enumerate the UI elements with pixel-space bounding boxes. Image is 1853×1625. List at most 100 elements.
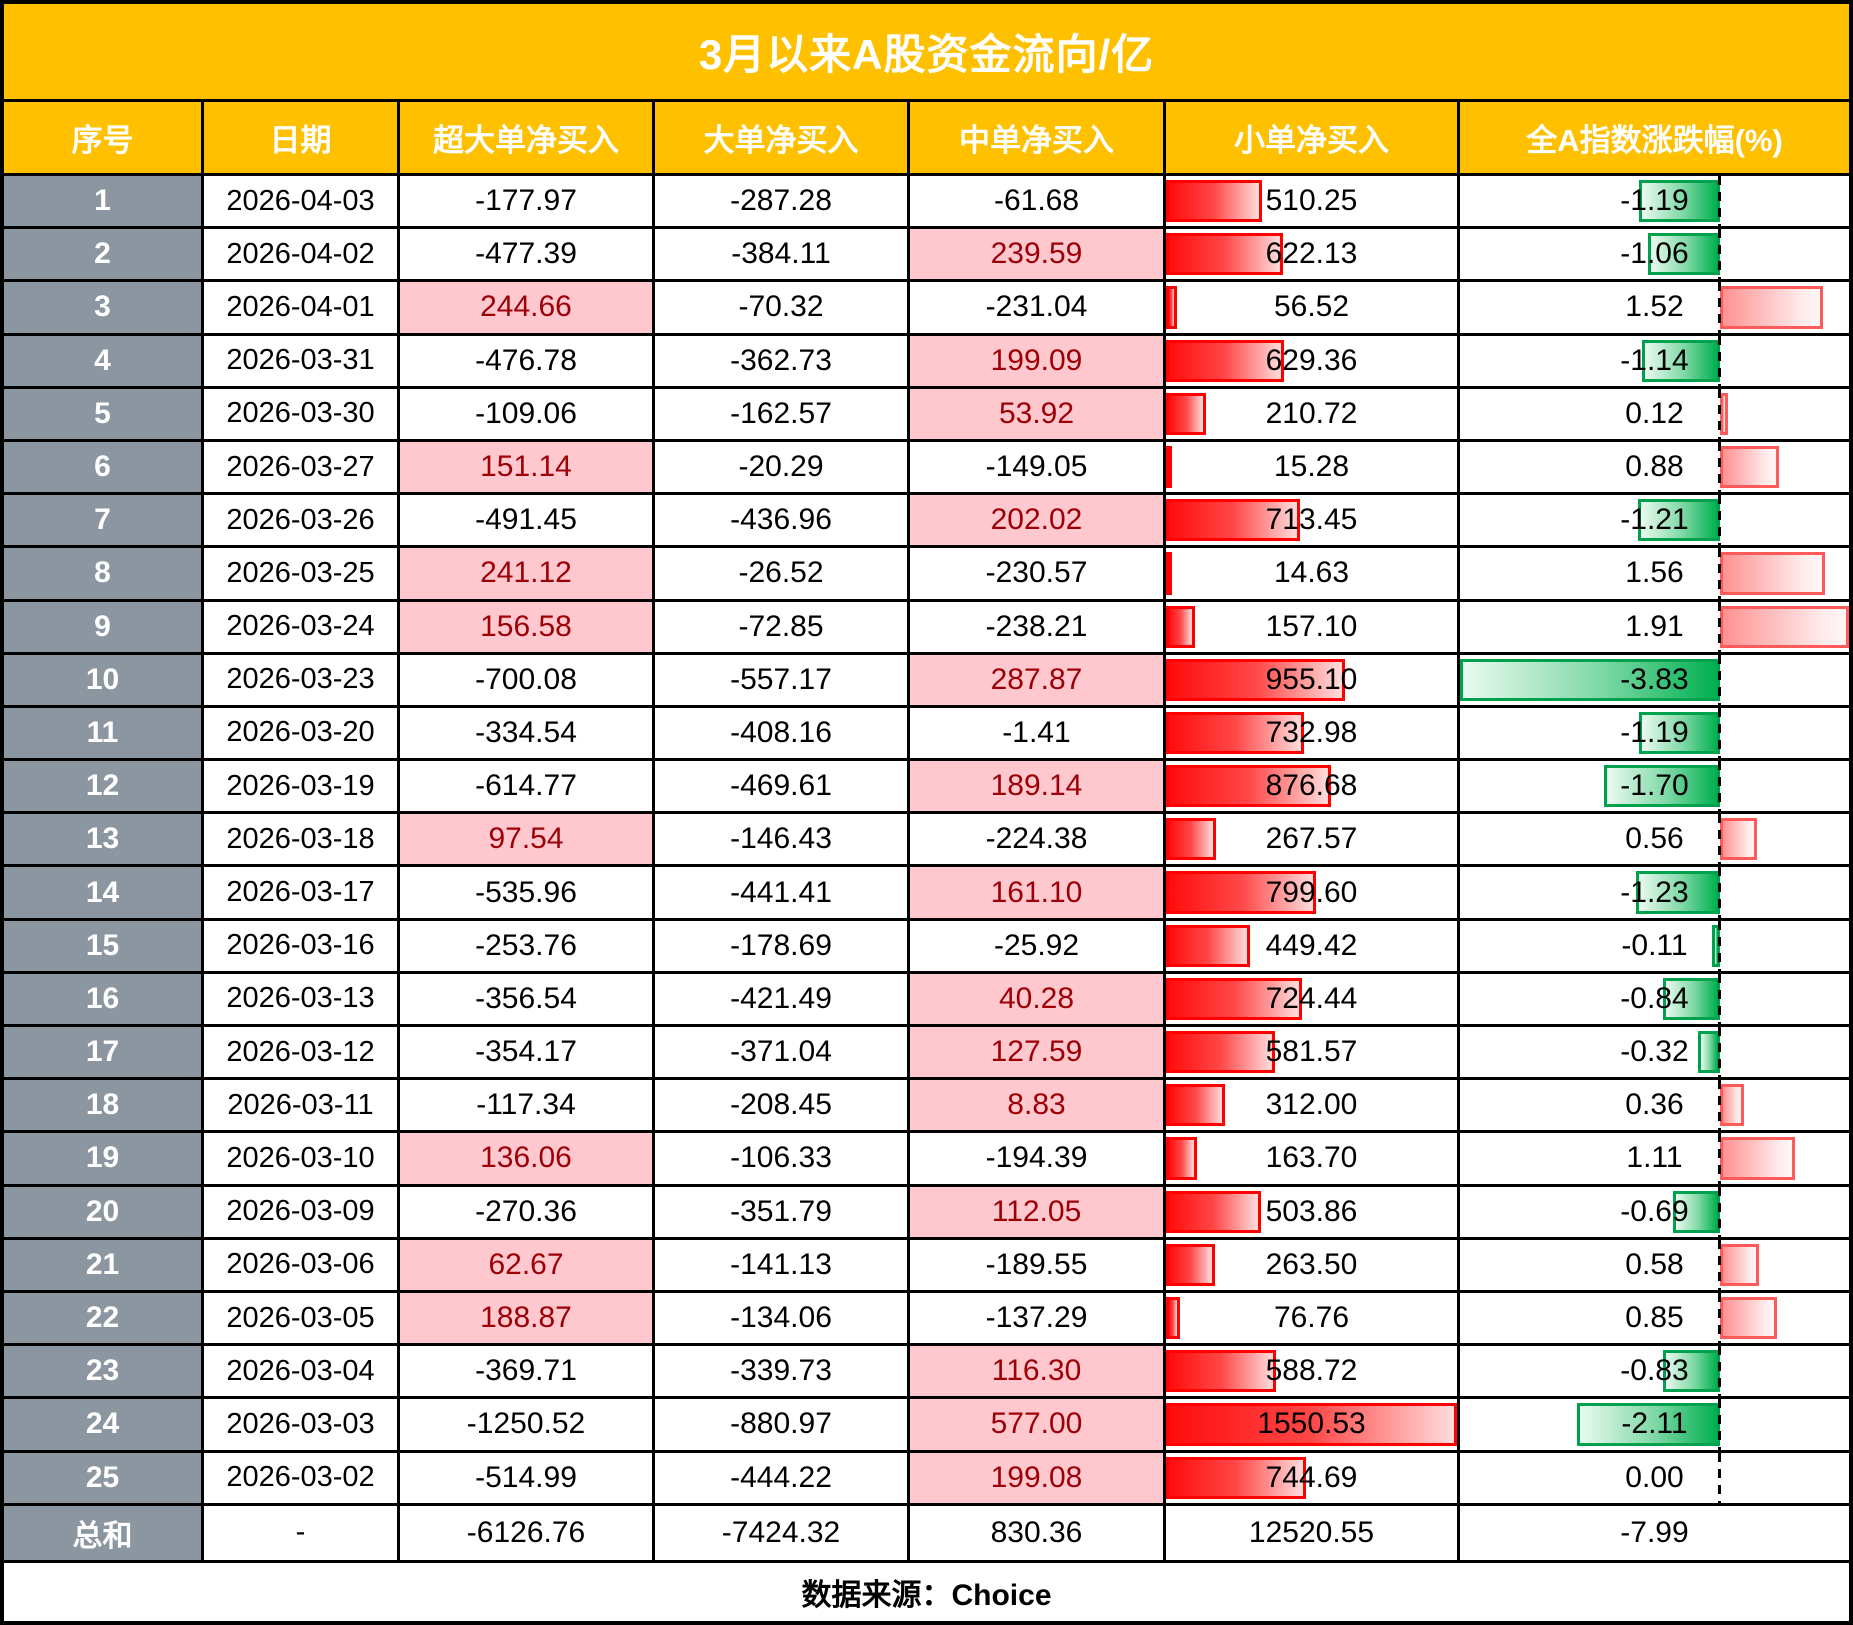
- small-net-buy-cell: 56.52: [1166, 282, 1460, 336]
- index-change-cell: -1.19: [1460, 707, 1849, 762]
- medium-net-buy-cell: 199.09: [910, 335, 1166, 389]
- super-large-net-buy-cell: -535.96: [400, 867, 655, 921]
- date-cell: 2026-03-10: [204, 1133, 400, 1187]
- small-order-value: 622.13: [1265, 237, 1358, 271]
- index-change-value: -1.19: [1620, 715, 1689, 749]
- header-index-change: 全A指数涨跌幅(%): [1460, 102, 1849, 176]
- index-change-cell: 1.11: [1460, 1133, 1849, 1187]
- small-net-buy-cell: 629.36: [1166, 335, 1460, 389]
- medium-net-buy-cell: -230.57: [910, 548, 1166, 602]
- total-row: 总和 - -6126.76 -7424.32 830.36 12520.55 -…: [4, 1505, 1849, 1563]
- table-row: 6 2026-03-27 151.14 -20.29 -149.05 15.28 0.88: [4, 441, 1849, 496]
- index-positive-bar: [1719, 392, 1728, 435]
- small-net-buy-cell: 76.76: [1166, 1292, 1460, 1347]
- index-change-value: 1.91: [1625, 609, 1684, 643]
- index-change-value: 1.52: [1625, 290, 1684, 324]
- small-net-buy-cell: 267.57: [1166, 814, 1460, 868]
- table-row: 18 2026-03-11 -117.34 -208.45 8.83 312.00 0.36: [4, 1080, 1849, 1134]
- small-order-data-bar: [1166, 392, 1206, 435]
- small-net-buy-cell: 14.63: [1166, 548, 1460, 602]
- medium-net-buy-cell: -224.38: [910, 814, 1166, 868]
- small-order-value: 14.63: [1273, 556, 1350, 590]
- medium-net-buy-cell: 53.92: [910, 388, 1166, 442]
- medium-net-buy-cell: 577.00: [910, 1399, 1166, 1453]
- index-negative-bar: [1637, 499, 1720, 542]
- header-small-net-buy: 小单净买入: [1166, 102, 1460, 176]
- super-large-net-buy-cell: 188.87: [400, 1292, 655, 1347]
- index-change-cell: 0.36: [1460, 1080, 1849, 1134]
- medium-net-buy-cell: -61.68: [910, 176, 1166, 230]
- medium-net-buy-cell: 40.28: [910, 973, 1166, 1027]
- super-large-net-buy-cell: -369.71: [400, 1346, 655, 1400]
- index-change-value: -1.21: [1620, 503, 1689, 537]
- small-net-buy-cell: 732.98: [1166, 707, 1460, 762]
- small-order-data-bar: [1166, 552, 1172, 595]
- index-change-value: 0.12: [1625, 396, 1684, 430]
- super-large-net-buy-cell: -700.08: [400, 654, 655, 708]
- seq-cell: 6: [4, 441, 204, 496]
- super-large-net-buy-cell: -477.39: [400, 229, 655, 283]
- zero-axis-dashed-line: [1718, 973, 1722, 1024]
- zero-axis-dashed-line: [1718, 1399, 1722, 1450]
- zero-axis-dashed-line: [1718, 1133, 1722, 1184]
- small-net-buy-cell: 744.69: [1166, 1452, 1460, 1506]
- table-row: 4 2026-03-31 -476.78 -362.73 199.09 629.36 -1.…: [4, 335, 1849, 389]
- small-order-value: 588.72: [1265, 1354, 1358, 1388]
- index-negative-bar: [1638, 711, 1720, 755]
- large-net-buy-cell: -72.85: [655, 601, 910, 655]
- index-change-cell: -2.11: [1460, 1399, 1849, 1453]
- small-net-buy-cell: 163.70: [1166, 1133, 1460, 1187]
- index-change-value: -1.23: [1620, 875, 1689, 909]
- small-order-value: 56.52: [1273, 290, 1350, 324]
- medium-net-buy-cell: -231.04: [910, 282, 1166, 336]
- small-order-value: 15.28: [1273, 450, 1350, 484]
- date-cell: 2026-04-03: [204, 176, 400, 230]
- small-order-value: 312.00: [1265, 1088, 1358, 1122]
- index-change-cell: -1.14: [1460, 335, 1849, 389]
- small-order-data-bar: [1166, 1084, 1225, 1127]
- index-negative-bar: [1697, 1031, 1720, 1074]
- date-cell: 2026-03-25: [204, 548, 400, 602]
- date-cell: 2026-03-26: [204, 495, 400, 549]
- index-change-value: 0.36: [1625, 1088, 1684, 1122]
- date-cell: 2026-04-01: [204, 282, 400, 336]
- large-net-buy-cell: -162.57: [655, 388, 910, 442]
- index-negative-bar: [1636, 871, 1720, 914]
- small-net-buy-cell: 713.45: [1166, 495, 1460, 549]
- table-row: 11 2026-03-20 -334.54 -408.16 -1.41 732.98 -1.…: [4, 707, 1849, 762]
- small-order-value: 157.10: [1265, 609, 1358, 643]
- seq-cell: 12: [4, 761, 204, 815]
- small-net-buy-cell: 955.10: [1166, 654, 1460, 708]
- large-net-buy-cell: -208.45: [655, 1080, 910, 1134]
- index-change-value: 0.88: [1625, 450, 1684, 484]
- date-cell: 2026-03-03: [204, 1399, 400, 1453]
- medium-net-buy-cell: 239.59: [910, 229, 1166, 283]
- small-order-data-bar: [1166, 605, 1196, 648]
- medium-net-buy-cell: 161.10: [910, 867, 1166, 921]
- super-large-net-buy-cell: 156.58: [400, 601, 655, 655]
- large-net-buy-cell: -20.29: [655, 441, 910, 496]
- index-change-cell: 1.91: [1460, 601, 1849, 655]
- medium-net-buy-cell: 8.83: [910, 1080, 1166, 1134]
- index-negative-bar: [1662, 977, 1720, 1020]
- medium-net-buy-cell: -194.39: [910, 1133, 1166, 1187]
- large-net-buy-cell: -287.28: [655, 176, 910, 230]
- zero-axis-dashed-line: [1718, 761, 1722, 812]
- seq-cell: 7: [4, 495, 204, 549]
- index-change-cell: -3.83: [1460, 654, 1849, 708]
- medium-net-buy-cell: 127.59: [910, 1027, 1166, 1081]
- index-change-cell: 0.58: [1460, 1239, 1849, 1293]
- seq-cell: 11: [4, 707, 204, 762]
- index-change-value: 0.58: [1625, 1247, 1684, 1281]
- zero-axis-dashed-line: [1718, 176, 1722, 227]
- table-row: 10 2026-03-23 -700.08 -557.17 287.87 955.10 -3…: [4, 654, 1849, 708]
- medium-net-buy-cell: 199.08: [910, 1452, 1166, 1506]
- small-order-value: 510.25: [1265, 184, 1358, 218]
- small-order-value: 744.69: [1265, 1460, 1358, 1494]
- date-cell: 2026-03-06: [204, 1239, 400, 1293]
- small-order-value: 799.60: [1265, 875, 1358, 909]
- zero-axis-dashed-line: [1718, 1239, 1722, 1290]
- large-net-buy-cell: -436.96: [655, 495, 910, 549]
- seq-cell: 25: [4, 1452, 204, 1506]
